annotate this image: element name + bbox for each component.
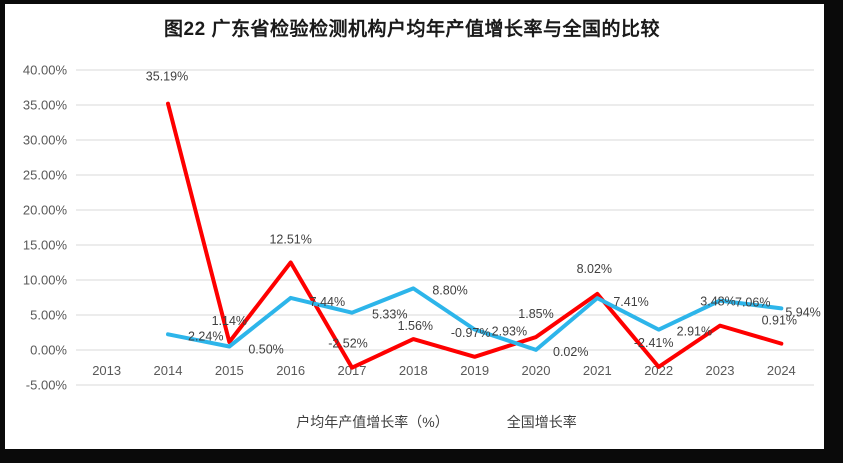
legend-line-swatch-red [247,420,291,424]
legend-label-household-growth: 户均年产值增长率（%） [296,414,449,430]
data-label: -2.41% [634,336,674,350]
chart-legend: 户均年产值增长率（%） 全国增长率 [5,409,819,435]
y-tick-label: 25.00% [23,168,68,183]
legend-line-swatch-blue [458,420,502,424]
data-label: -2.52% [328,337,368,351]
data-label: 0.91% [762,314,797,328]
data-label: 1.14% [212,314,247,328]
y-tick-label: 30.00% [23,133,68,148]
data-label: 7.06% [735,296,770,310]
x-category-label: 2017 [338,363,367,378]
y-tick-label: 35.00% [23,98,68,113]
data-label: 2.93% [492,324,527,338]
x-category-label: 2016 [276,363,305,378]
x-category-label: 2022 [644,363,673,378]
legend-item-household-growth: 户均年产值增长率（%） [247,412,448,432]
data-label: 7.41% [613,295,648,309]
data-label: 0.02% [553,345,588,359]
y-tick-label: 15.00% [23,238,68,253]
data-label: 3.48% [700,295,735,309]
data-label: 5.33% [372,308,407,322]
series-line-1 [166,286,784,352]
x-category-label: 2024 [767,363,796,378]
data-label: 2.24% [188,329,223,343]
x-category-label: 2019 [460,363,489,378]
scan-border-left [0,0,5,463]
y-tick-label: 5.00% [30,308,67,323]
legend-item-national-growth: 全国增长率 [458,412,577,432]
data-label: 8.80% [432,283,467,297]
scan-border-top [0,0,843,4]
x-category-label: 2018 [399,363,428,378]
y-tick-label: 10.00% [23,273,68,288]
x-category-label: 2021 [583,363,612,378]
data-label: 8.02% [577,262,612,276]
y-tick-label: -5.00% [26,378,68,393]
legend-label-national-growth: 全国增长率 [506,414,577,430]
data-label: 2.91% [677,325,712,339]
x-category-label: 2015 [215,363,244,378]
data-label: 1.56% [398,319,433,333]
y-tick-label: 20.00% [23,203,68,218]
chart-title: 图22 广东省检验检测机构户均年产值增长率与全国的比较 [164,19,660,40]
y-tick-label: 40.00% [23,63,68,78]
data-label: 7.44% [310,295,345,309]
data-label: 35.19% [146,70,188,84]
x-category-label: 2013 [92,363,121,378]
x-category-label: 2020 [522,363,551,378]
x-category-label: 2023 [706,363,735,378]
data-label: 0.50% [248,343,283,357]
x-category-label: 2014 [154,363,183,378]
scan-border-bottom [0,449,843,463]
scan-border-right [824,3,843,463]
data-label: -0.97% [451,326,491,340]
data-label: 12.51% [269,232,311,246]
y-tick-label: 0.00% [30,343,67,358]
data-label: 1.85% [518,307,553,321]
series-line-0 [166,101,784,370]
data-label: 5.94% [785,305,820,319]
